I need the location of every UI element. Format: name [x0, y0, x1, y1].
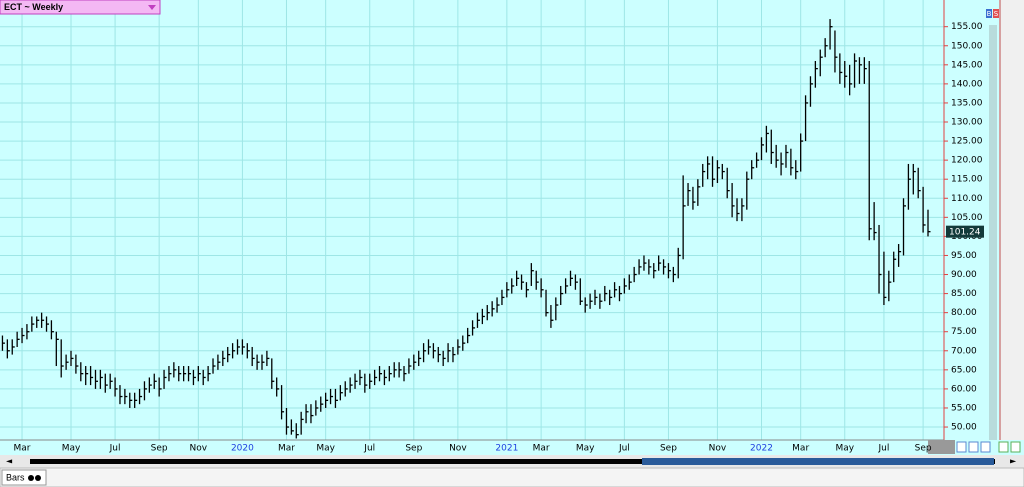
y-tick-label: 65.00: [951, 365, 977, 375]
y-tick-label: 95.00: [951, 251, 977, 261]
corner-button[interactable]: [993, 9, 999, 18]
y-tick-label: 155.00: [951, 22, 983, 32]
y-tick-label: 140.00: [951, 79, 983, 89]
x-tick-label: Sep: [151, 444, 168, 454]
y-tick-label: 50.00: [951, 423, 977, 433]
y-tick-label: 145.00: [951, 60, 983, 70]
scroll-thumb[interactable]: [642, 458, 994, 465]
y-tick-label: 80.00: [951, 308, 977, 318]
status-bar: [0, 467, 1024, 487]
x-tick-label: Mar: [278, 444, 295, 454]
layer: [1, 19, 931, 439]
x-tick-label: 2021: [495, 444, 518, 454]
time-cursor: [928, 440, 955, 454]
corner-button-label: B: [987, 10, 992, 18]
x-tick-label: Mar: [533, 444, 550, 454]
side-scroll: [989, 25, 997, 440]
dropdown-arrow[interactable]: [148, 5, 156, 10]
y-tick-label: 90.00: [951, 270, 977, 280]
y-tick-label: 105.00: [951, 213, 983, 223]
nav-button[interactable]: [968, 441, 979, 453]
y-tick-label: 135.00: [951, 98, 983, 108]
x-tick-label: Nov: [709, 444, 727, 454]
x-tick-label: May: [576, 444, 595, 454]
x-tick-label: Mar: [792, 444, 809, 454]
y-tick-label: 75.00: [951, 327, 977, 337]
x-tick-label: May: [316, 444, 335, 454]
y-tick-label: 60.00: [951, 384, 977, 394]
x-tick-label: Sep: [405, 444, 422, 454]
nav-button[interactable]: [980, 441, 991, 453]
scroll-right[interactable]: ►: [1010, 457, 1017, 466]
status-icon: [35, 475, 41, 481]
x-tick-label: Nov: [190, 444, 208, 454]
y-tick-label: 130.00: [951, 118, 983, 128]
x-tick-label: Jul: [109, 444, 121, 454]
y-tick-label: 70.00: [951, 346, 977, 356]
x-tick-label: May: [62, 444, 81, 454]
x-tick-label: 2022: [750, 444, 773, 454]
y-tick-label: 85.00: [951, 289, 977, 299]
symbol-title: ECT ~ Weekly: [4, 2, 63, 12]
nav-buttons: [956, 441, 1021, 453]
y-tick-label: 110.00: [951, 194, 983, 204]
symbol-box[interactable]: [0, 0, 161, 15]
status-label: Bars: [6, 472, 25, 482]
x-tick-label: 2020: [231, 444, 254, 454]
plot-area: [0, 0, 944, 440]
nav-button[interactable]: [998, 441, 1009, 453]
y-tick-label: 55.00: [951, 403, 977, 413]
nav-button[interactable]: [1010, 441, 1021, 453]
last-price-label: 101.24: [949, 228, 981, 238]
y-tick-label: 150.00: [951, 41, 983, 51]
nav-button[interactable]: [956, 441, 967, 453]
status-tab[interactable]: [1, 469, 47, 486]
price-axis: [944, 0, 985, 440]
scroll-track: [30, 459, 995, 464]
status-icon: [28, 475, 34, 481]
y-tick-label: 125.00: [951, 137, 983, 147]
layer: [0, 0, 944, 440]
scroll-left[interactable]: ◄: [6, 457, 13, 466]
x-tick-label: Mar: [14, 444, 31, 454]
x-tick-label: Nov: [449, 444, 467, 454]
y-tick-label: 115.00: [951, 175, 983, 185]
x-tick-label: Jul: [363, 444, 375, 454]
corner-button[interactable]: [986, 9, 992, 18]
corner-button-label: S: [994, 10, 999, 18]
x-tick-label: Jul: [877, 444, 889, 454]
x-tick-label: May: [835, 444, 854, 454]
y-tick-label: 120.00: [951, 156, 983, 166]
last-price-box: [946, 225, 984, 238]
x-tick-label: Sep: [915, 444, 932, 454]
time-axis: [0, 440, 1024, 455]
x-tick-label: Jul: [618, 444, 630, 454]
x-tick-label: Sep: [660, 444, 677, 454]
